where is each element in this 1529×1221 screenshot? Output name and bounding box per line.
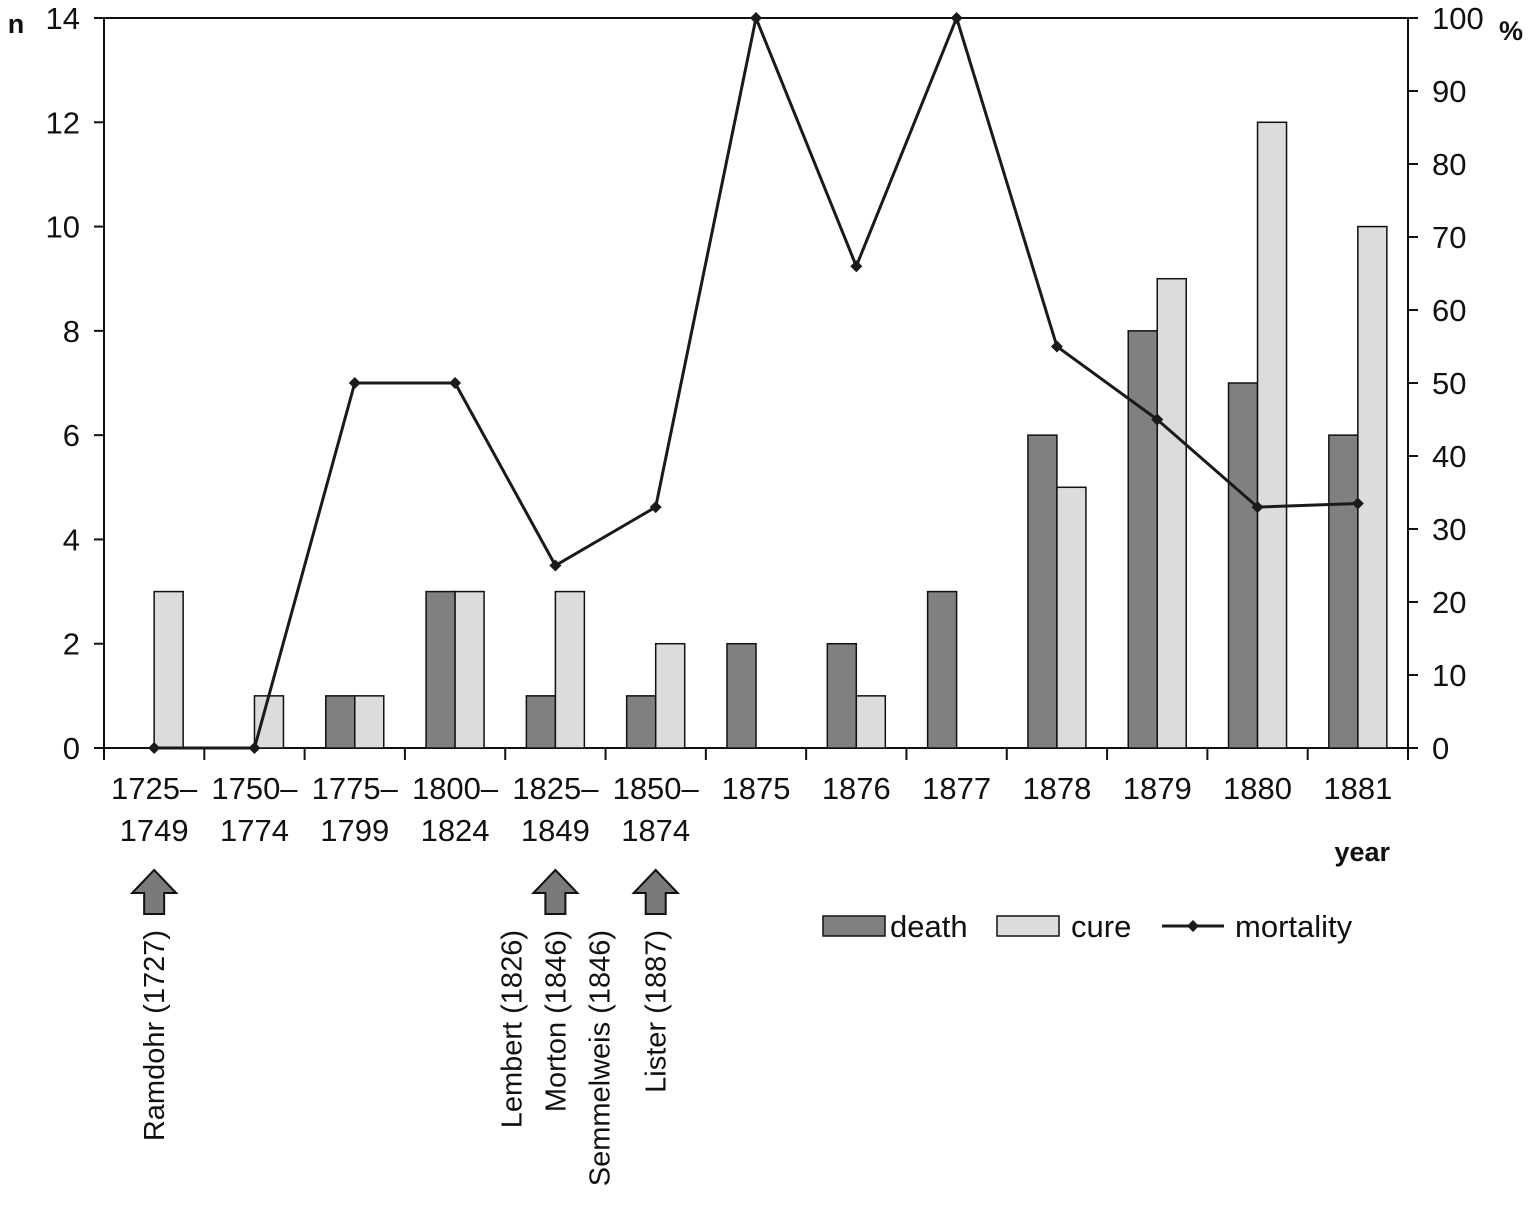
bars-layer — [153, 121, 1388, 749]
category-label: 1799 — [320, 813, 389, 848]
category-label: 1725– — [111, 771, 198, 806]
cure-bar — [554, 590, 586, 749]
legend-swatch-death — [822, 915, 886, 937]
category-label: 1881 — [1323, 771, 1392, 806]
death-bar — [826, 642, 858, 749]
left-tick-label: 0 — [63, 731, 80, 766]
death-bar — [1027, 434, 1058, 749]
legend-label-cure: cure — [1071, 909, 1131, 944]
mortality-point — [449, 377, 462, 389]
right-tick-label: 30 — [1432, 512, 1466, 547]
annotation-arrow — [531, 868, 580, 915]
cure-bar — [354, 695, 385, 749]
category-label: 1850– — [613, 771, 700, 806]
cure-bar — [1056, 486, 1087, 749]
x-axis-title: year — [1334, 837, 1390, 867]
right-axis-label: % — [1499, 16, 1523, 46]
plot-frame — [103, 17, 1409, 749]
mortality-point — [549, 559, 562, 572]
death-bar — [425, 590, 456, 749]
mortality-point — [850, 260, 863, 273]
left-tick-label: 6 — [63, 418, 80, 453]
annotation-label: Ramdohr (1727) — [139, 930, 171, 1141]
right-tick-label: 100 — [1432, 1, 1484, 36]
annotation-label: Lister (1887) — [641, 930, 673, 1093]
legend: death cure mortality — [822, 909, 1353, 944]
mortality-point — [950, 12, 963, 24]
mortality-point — [148, 742, 161, 754]
mortality-point — [750, 12, 762, 24]
cure-bar — [855, 695, 887, 749]
mortality-point — [1151, 413, 1164, 426]
cure-bar — [454, 590, 485, 749]
category-label: 1879 — [1123, 771, 1192, 806]
mortality-point — [1251, 501, 1264, 514]
right-tick-label: 60 — [1432, 293, 1466, 328]
mortality-point — [1351, 497, 1364, 510]
right-tick-label: 20 — [1432, 585, 1466, 620]
category-label: 1775– — [312, 771, 399, 806]
death-bar — [625, 695, 657, 749]
left-tick-label: 8 — [63, 314, 80, 349]
annotation-label: Lembert (1826) — [496, 930, 528, 1128]
category-label: 1774 — [220, 813, 289, 848]
mortality-point — [1050, 340, 1063, 353]
category-label: 1875 — [722, 771, 791, 806]
death-bar — [325, 695, 356, 749]
death-bar — [726, 642, 757, 749]
legend-label-mortality: mortality — [1235, 909, 1353, 944]
legend-swatch-cure — [996, 915, 1060, 937]
annotation-label: Morton (1846) — [540, 930, 572, 1112]
cure-bar — [153, 590, 184, 749]
left-axis-label: n — [8, 9, 25, 39]
category-label: 1878 — [1022, 771, 1091, 806]
category-label: 1876 — [822, 771, 891, 806]
axes-layer: 0 2 4 6 8 10 12 14 0 10 20 30 40 50 60 70 80 90 100 n % 1725–… — [8, 1, 1523, 867]
category-label: 1877 — [922, 771, 991, 806]
death-bar — [1328, 434, 1359, 749]
mortality-point — [348, 377, 361, 389]
mortality-point — [248, 742, 261, 754]
legend-marker-mortality — [1187, 920, 1199, 932]
mortality-point — [649, 501, 662, 514]
right-tick-label: 0 — [1432, 731, 1449, 766]
cure-bar — [253, 695, 285, 749]
right-tick-label: 40 — [1432, 439, 1466, 474]
left-tick-label: 2 — [63, 627, 80, 662]
category-label: 1849 — [521, 813, 590, 848]
annotations-layer: Ramdohr (1727) Lembert (1826) Morton (1846… — [129, 868, 681, 1186]
mortality-line-layer — [148, 12, 1364, 754]
category-label: 1825– — [512, 771, 599, 806]
category-label: 1874 — [621, 813, 690, 848]
category-label: 1824 — [421, 813, 490, 848]
right-tick-label: 50 — [1432, 366, 1466, 401]
left-tick-label: 10 — [46, 210, 80, 245]
annotation-arrow — [129, 868, 179, 915]
right-tick-label: 80 — [1432, 147, 1466, 182]
right-tick-label: 70 — [1432, 220, 1466, 255]
cure-bar — [654, 642, 686, 749]
category-label: 1750– — [211, 771, 298, 806]
death-bar — [525, 695, 557, 749]
death-bar — [1227, 382, 1259, 749]
death-bar — [1127, 330, 1158, 749]
death-bar — [926, 590, 958, 749]
legend-label-death: death — [890, 909, 968, 944]
cure-bar — [1156, 277, 1187, 749]
left-tick-label: 12 — [46, 105, 80, 140]
left-tick-label: 14 — [46, 1, 80, 36]
right-tick-label: 90 — [1432, 74, 1466, 109]
category-label: 1749 — [120, 813, 189, 848]
cure-bar — [1256, 121, 1288, 749]
right-tick-label: 10 — [1432, 658, 1466, 693]
annotation-arrow — [631, 868, 681, 915]
category-label: 1800– — [412, 771, 499, 806]
left-tick-label: 4 — [63, 522, 80, 557]
annotation-label: Semmelweis (1846) — [584, 930, 616, 1186]
cure-bar — [1357, 225, 1388, 749]
category-label: 1880 — [1223, 771, 1292, 806]
